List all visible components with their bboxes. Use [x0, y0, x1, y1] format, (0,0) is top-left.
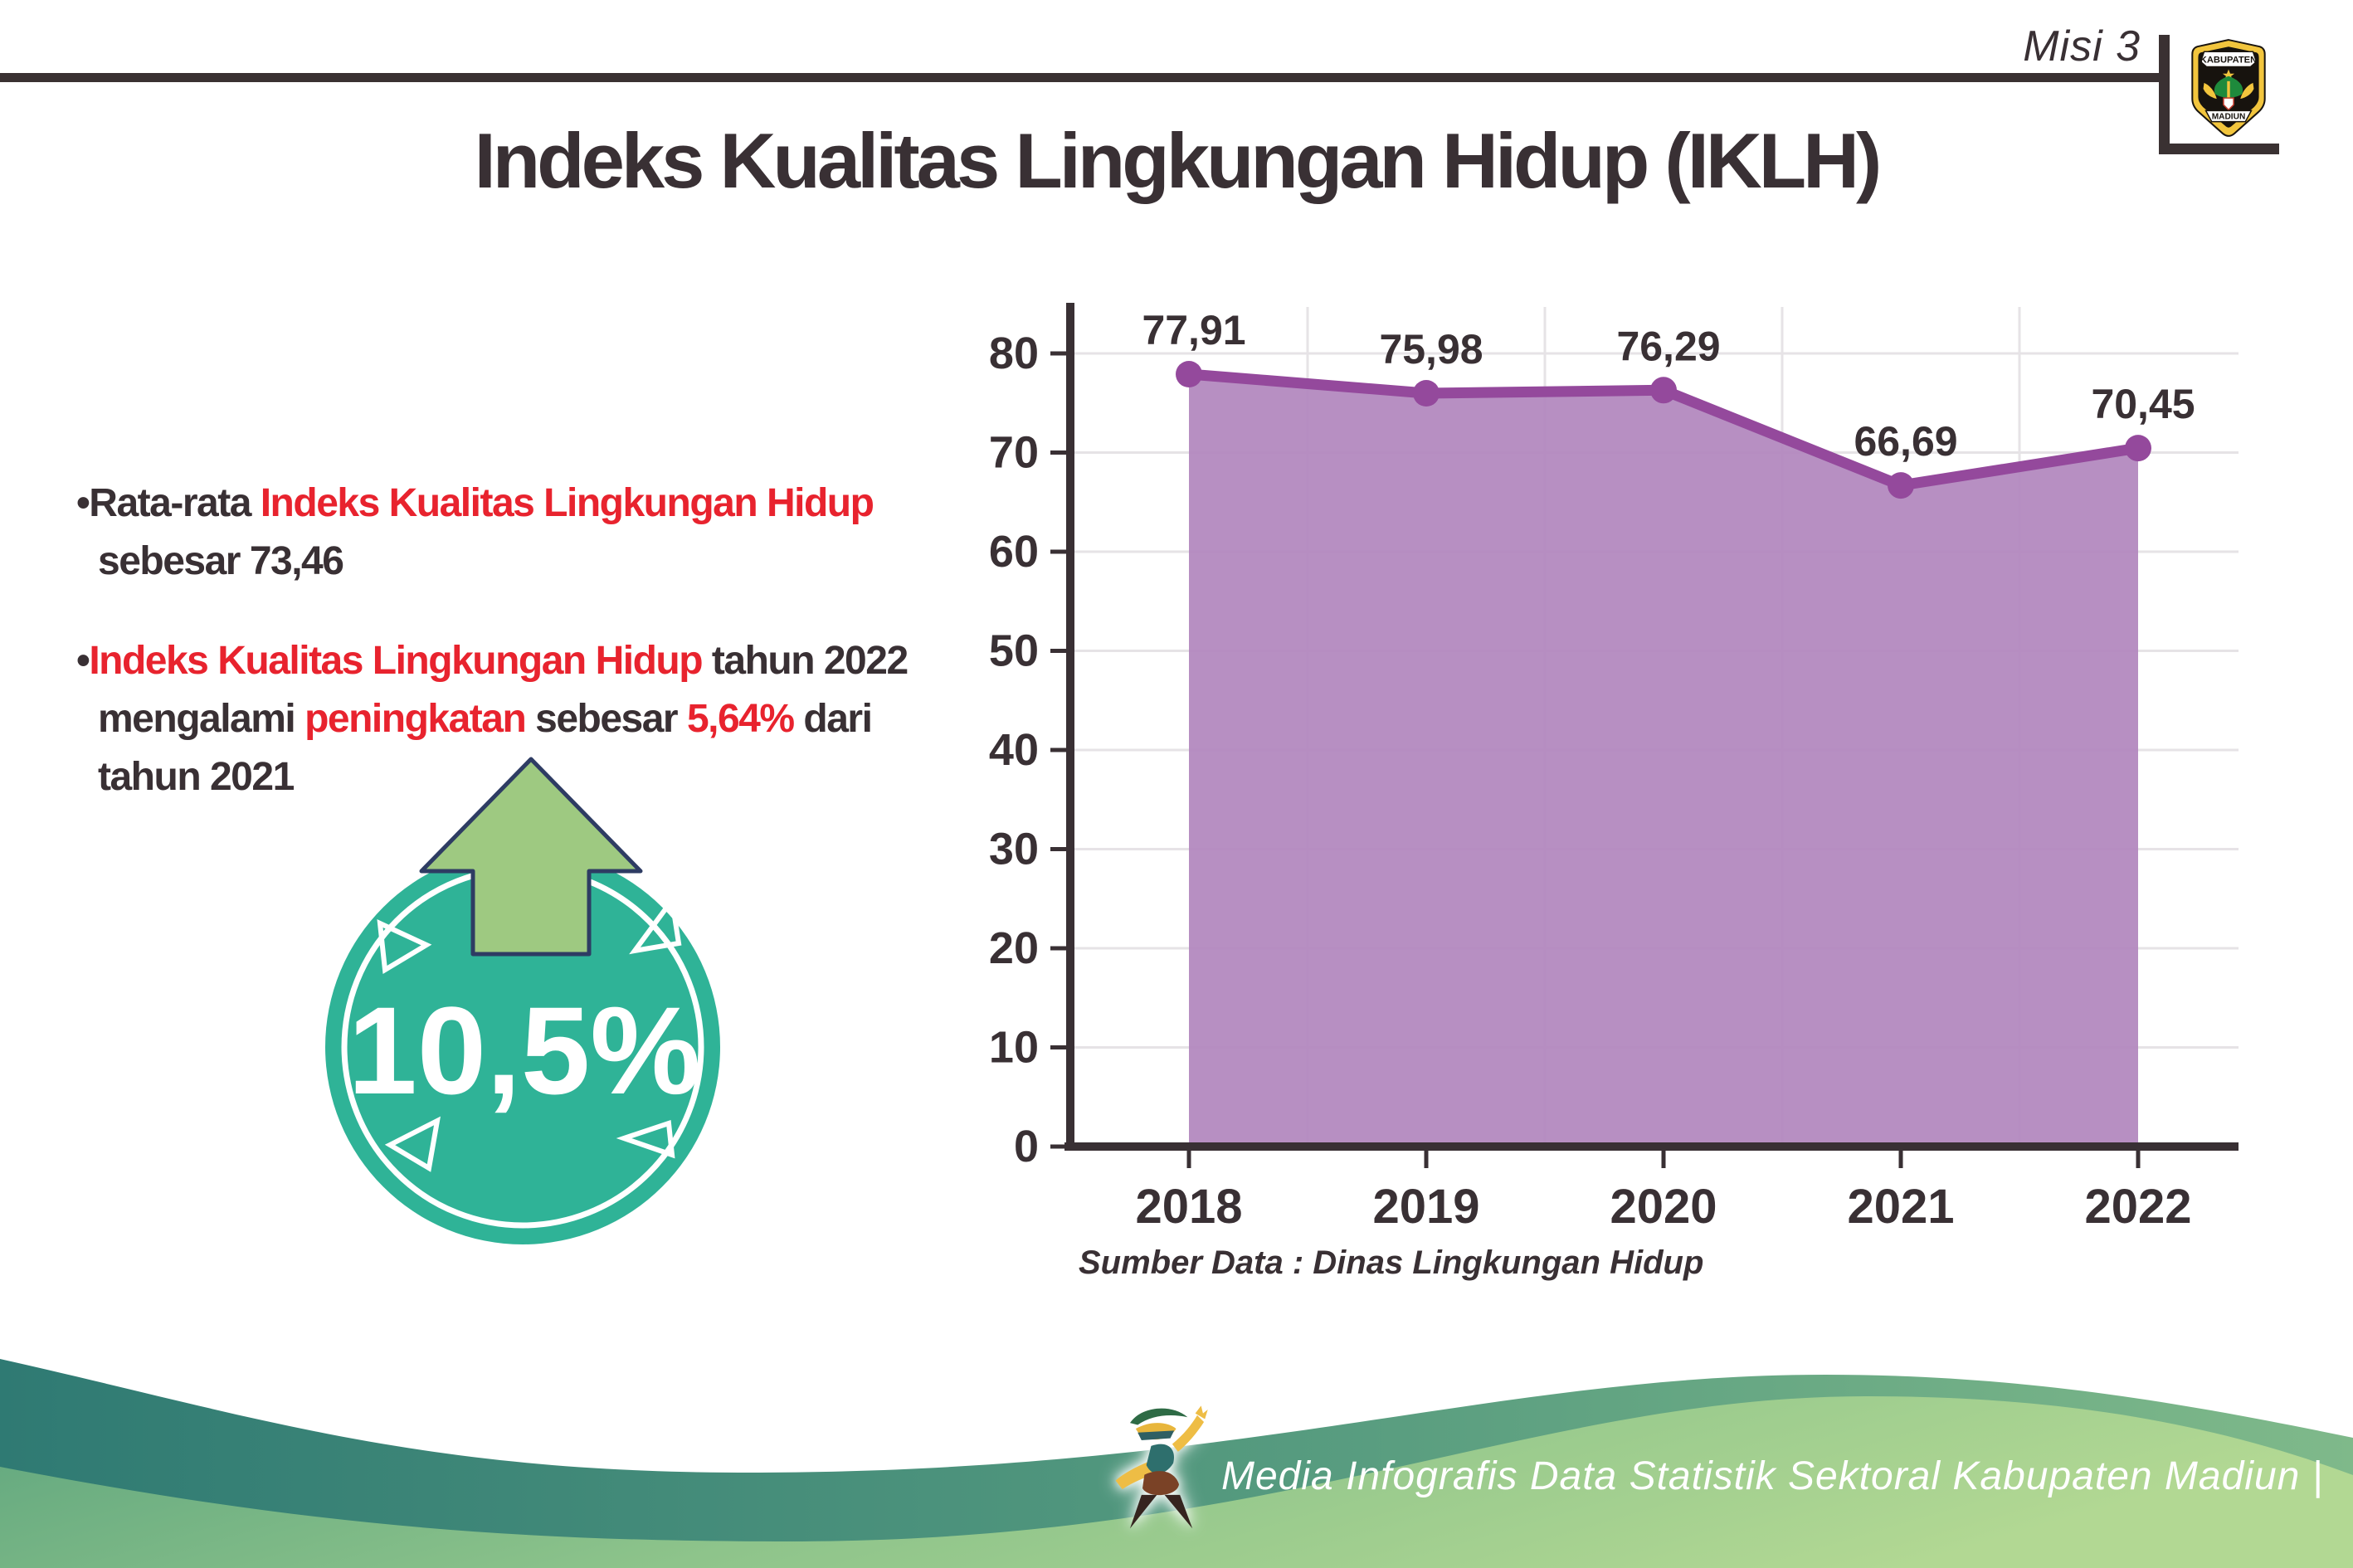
footer-front-wave [0, 1396, 2353, 1568]
area-fill [1189, 374, 2138, 1147]
badge-triangle-decoration [377, 919, 432, 974]
bullet-text-run: • [76, 639, 90, 683]
bullet-text-run: dari [793, 697, 873, 741]
y-tick-label: 60 [989, 527, 1039, 577]
summary-bullets: •Rata-rata Indeks Kualitas Lingkungan Hi… [76, 475, 972, 848]
value-label: 70,45 [2091, 381, 2195, 427]
data-point [1888, 472, 1914, 499]
misi-label: Misi 3 [2023, 22, 2141, 71]
up-arrow-icon [419, 757, 643, 957]
y-tick-label: 30 [989, 825, 1039, 874]
logo-left-wing [2203, 82, 2217, 100]
x-tick-label: 2018 [1135, 1180, 1242, 1234]
badge-value: 10,5% [348, 981, 700, 1120]
bullet-text-run: Indeks Kualitas Lingkungan Hidup [89, 639, 703, 683]
footer-wave-background [0, 1359, 2353, 1568]
bullet-line: sebesar 73,46 [76, 533, 972, 591]
bullet-text-run: tahun 2022 [702, 639, 909, 683]
y-tick-label: 40 [989, 725, 1039, 775]
bullet-text-run: 5,64% [686, 697, 795, 741]
bullet-text-run: peningkatan [304, 697, 527, 741]
x-tick-label: 2022 [2084, 1180, 2191, 1234]
growth-badge: 10,5% [325, 757, 720, 1244]
value-label: 75,98 [1379, 326, 1483, 373]
logo-bottom-ribbon [2204, 110, 2253, 123]
y-tick-label: 10 [989, 1023, 1039, 1073]
bullet-line: tahun 2021 [76, 748, 972, 806]
logo-top-banner-text: KABUPATEN [2200, 55, 2257, 65]
header-rule [0, 73, 2161, 82]
logo-center-shield [2223, 97, 2234, 111]
logo-bracket-horizontal [2159, 144, 2279, 154]
data-point [1176, 361, 1202, 387]
y-tick-label: 50 [989, 626, 1039, 676]
logo-top-ribbon [2200, 51, 2258, 68]
value-label: 66,69 [1854, 418, 1957, 465]
value-label: 76,29 [1616, 323, 1720, 369]
badge-triangle-decoration [616, 1119, 675, 1159]
iklh-chart: 77,91 75,98 76,29 66,69 70,45 0 10 20 30 40 50 60 70… [989, 303, 2239, 1234]
logo-bottom-banner-text: MADIUN [2212, 113, 2246, 122]
x-tick-label: 2020 [1610, 1180, 1717, 1234]
bullet-text-run: mengalami [98, 697, 305, 741]
y-tick-label: 70 [989, 428, 1039, 478]
badge-triangle-decoration [384, 1116, 441, 1172]
bullet-average-iklh: •Rata-rata Indeks Kualitas Lingkungan Hi… [76, 475, 972, 591]
bullet-line: •Rata-rata Indeks Kualitas Lingkungan Hi… [76, 475, 972, 533]
bullet-text-run: •Rata-rata [76, 481, 261, 525]
bullet-line: mengalami peningkatan sebesar 5,64% dari [76, 690, 972, 748]
y-tick-label: 80 [989, 329, 1039, 378]
bullet-text-run: Indeks Kualitas Lingkungan Hidup [260, 481, 874, 525]
y-tick-label: 20 [989, 923, 1039, 973]
logo-right-wing [2240, 82, 2254, 100]
bullet-text-run: tahun 2021 [98, 755, 295, 799]
footer-caption: Media Infografis Data Statistik Sektoral… [1221, 1454, 2324, 1498]
page-title: Indeks Kualitas Lingkungan Hidup (IKLH) [474, 117, 1883, 204]
data-point [1413, 380, 1440, 407]
kabupaten-madiun-logo: KABUPATEN MADIUN [2191, 39, 2266, 137]
bullet-text-run: sebesar 73,46 [98, 539, 344, 583]
badge-triangle-decoration [629, 894, 682, 955]
x-tick-label: 2021 [1847, 1180, 1954, 1234]
data-point [2125, 435, 2151, 462]
dancer-mascot-icon [1115, 1405, 1208, 1529]
source-note: Sumber Data : Dinas Lingkungan Hidup [1079, 1244, 1704, 1281]
logo-tree-trunk [2227, 80, 2230, 104]
bullet-iklh-2022: •Indeks Kualitas Lingkungan Hidup tahun … [76, 632, 972, 806]
bullet-line: •Indeks Kualitas Lingkungan Hidup tahun … [76, 632, 972, 690]
bullet-text-run: sebesar [525, 697, 687, 741]
x-tick-label: 2019 [1372, 1180, 1479, 1234]
data-point [1650, 377, 1677, 404]
logo-bracket-vertical [2159, 35, 2170, 153]
y-tick-label: 0 [1014, 1122, 1039, 1171]
value-label: 77,91 [1142, 307, 1245, 353]
